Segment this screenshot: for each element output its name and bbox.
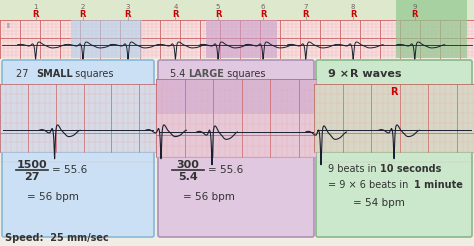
Bar [156, 114, 316, 157]
Bar [314, 84, 474, 152]
Text: = 56 bpm: = 56 bpm [27, 192, 79, 202]
Text: squares: squares [224, 69, 265, 79]
Text: 27: 27 [16, 69, 32, 79]
Text: 1: 1 [33, 4, 38, 10]
Bar [0, 84, 156, 152]
Text: 6: 6 [261, 4, 265, 10]
Text: II: II [6, 23, 10, 29]
Text: 4: 4 [173, 4, 178, 10]
Text: R: R [215, 10, 221, 19]
Text: 300: 300 [176, 160, 200, 170]
Text: = 9 × 6 beats in: = 9 × 6 beats in [328, 180, 411, 190]
Text: R: R [32, 10, 39, 19]
Text: squares: squares [72, 69, 113, 79]
Text: R: R [125, 10, 131, 19]
Text: R: R [302, 10, 309, 19]
Text: 7: 7 [303, 4, 308, 10]
Text: = 55.6: = 55.6 [208, 165, 243, 175]
Text: R: R [411, 10, 418, 19]
Text: 1500: 1500 [17, 160, 47, 170]
FancyBboxPatch shape [2, 60, 154, 237]
Bar [71, 20, 142, 58]
Text: R: R [260, 10, 266, 19]
FancyBboxPatch shape [158, 60, 314, 237]
Text: LARGE: LARGE [188, 69, 224, 79]
Text: R: R [390, 87, 398, 97]
Text: 2: 2 [81, 4, 85, 10]
Bar [0, 20, 474, 58]
FancyBboxPatch shape [316, 60, 472, 237]
Text: R: R [350, 10, 356, 19]
Bar [0, 0, 474, 20]
Bar [156, 79, 316, 157]
Text: 9: 9 [412, 4, 417, 10]
Text: = 55.6: = 55.6 [52, 165, 87, 175]
Text: 3: 3 [126, 4, 130, 10]
Text: SMALL: SMALL [36, 69, 73, 79]
Bar [0, 84, 156, 152]
Text: 8: 8 [351, 4, 356, 10]
Text: Speed:  25 mm/sec: Speed: 25 mm/sec [5, 233, 109, 243]
Text: 5.4: 5.4 [178, 172, 198, 182]
Bar [156, 79, 316, 114]
Text: 10 seconds: 10 seconds [380, 164, 441, 174]
Bar [314, 84, 474, 152]
Text: R waves: R waves [350, 69, 401, 79]
Bar [206, 20, 277, 58]
Bar [396, 0, 467, 58]
Text: 9 ×: 9 × [328, 69, 353, 79]
Text: 5: 5 [216, 4, 220, 10]
Text: 27: 27 [24, 172, 40, 182]
Text: R: R [172, 10, 179, 19]
Text: = 56 bpm: = 56 bpm [183, 192, 235, 202]
Text: 9 beats in: 9 beats in [328, 164, 380, 174]
Text: = 54 bpm: = 54 bpm [353, 198, 405, 208]
Text: 1 minute: 1 minute [414, 180, 463, 190]
Text: 5.4: 5.4 [170, 69, 189, 79]
Text: R: R [80, 10, 86, 19]
